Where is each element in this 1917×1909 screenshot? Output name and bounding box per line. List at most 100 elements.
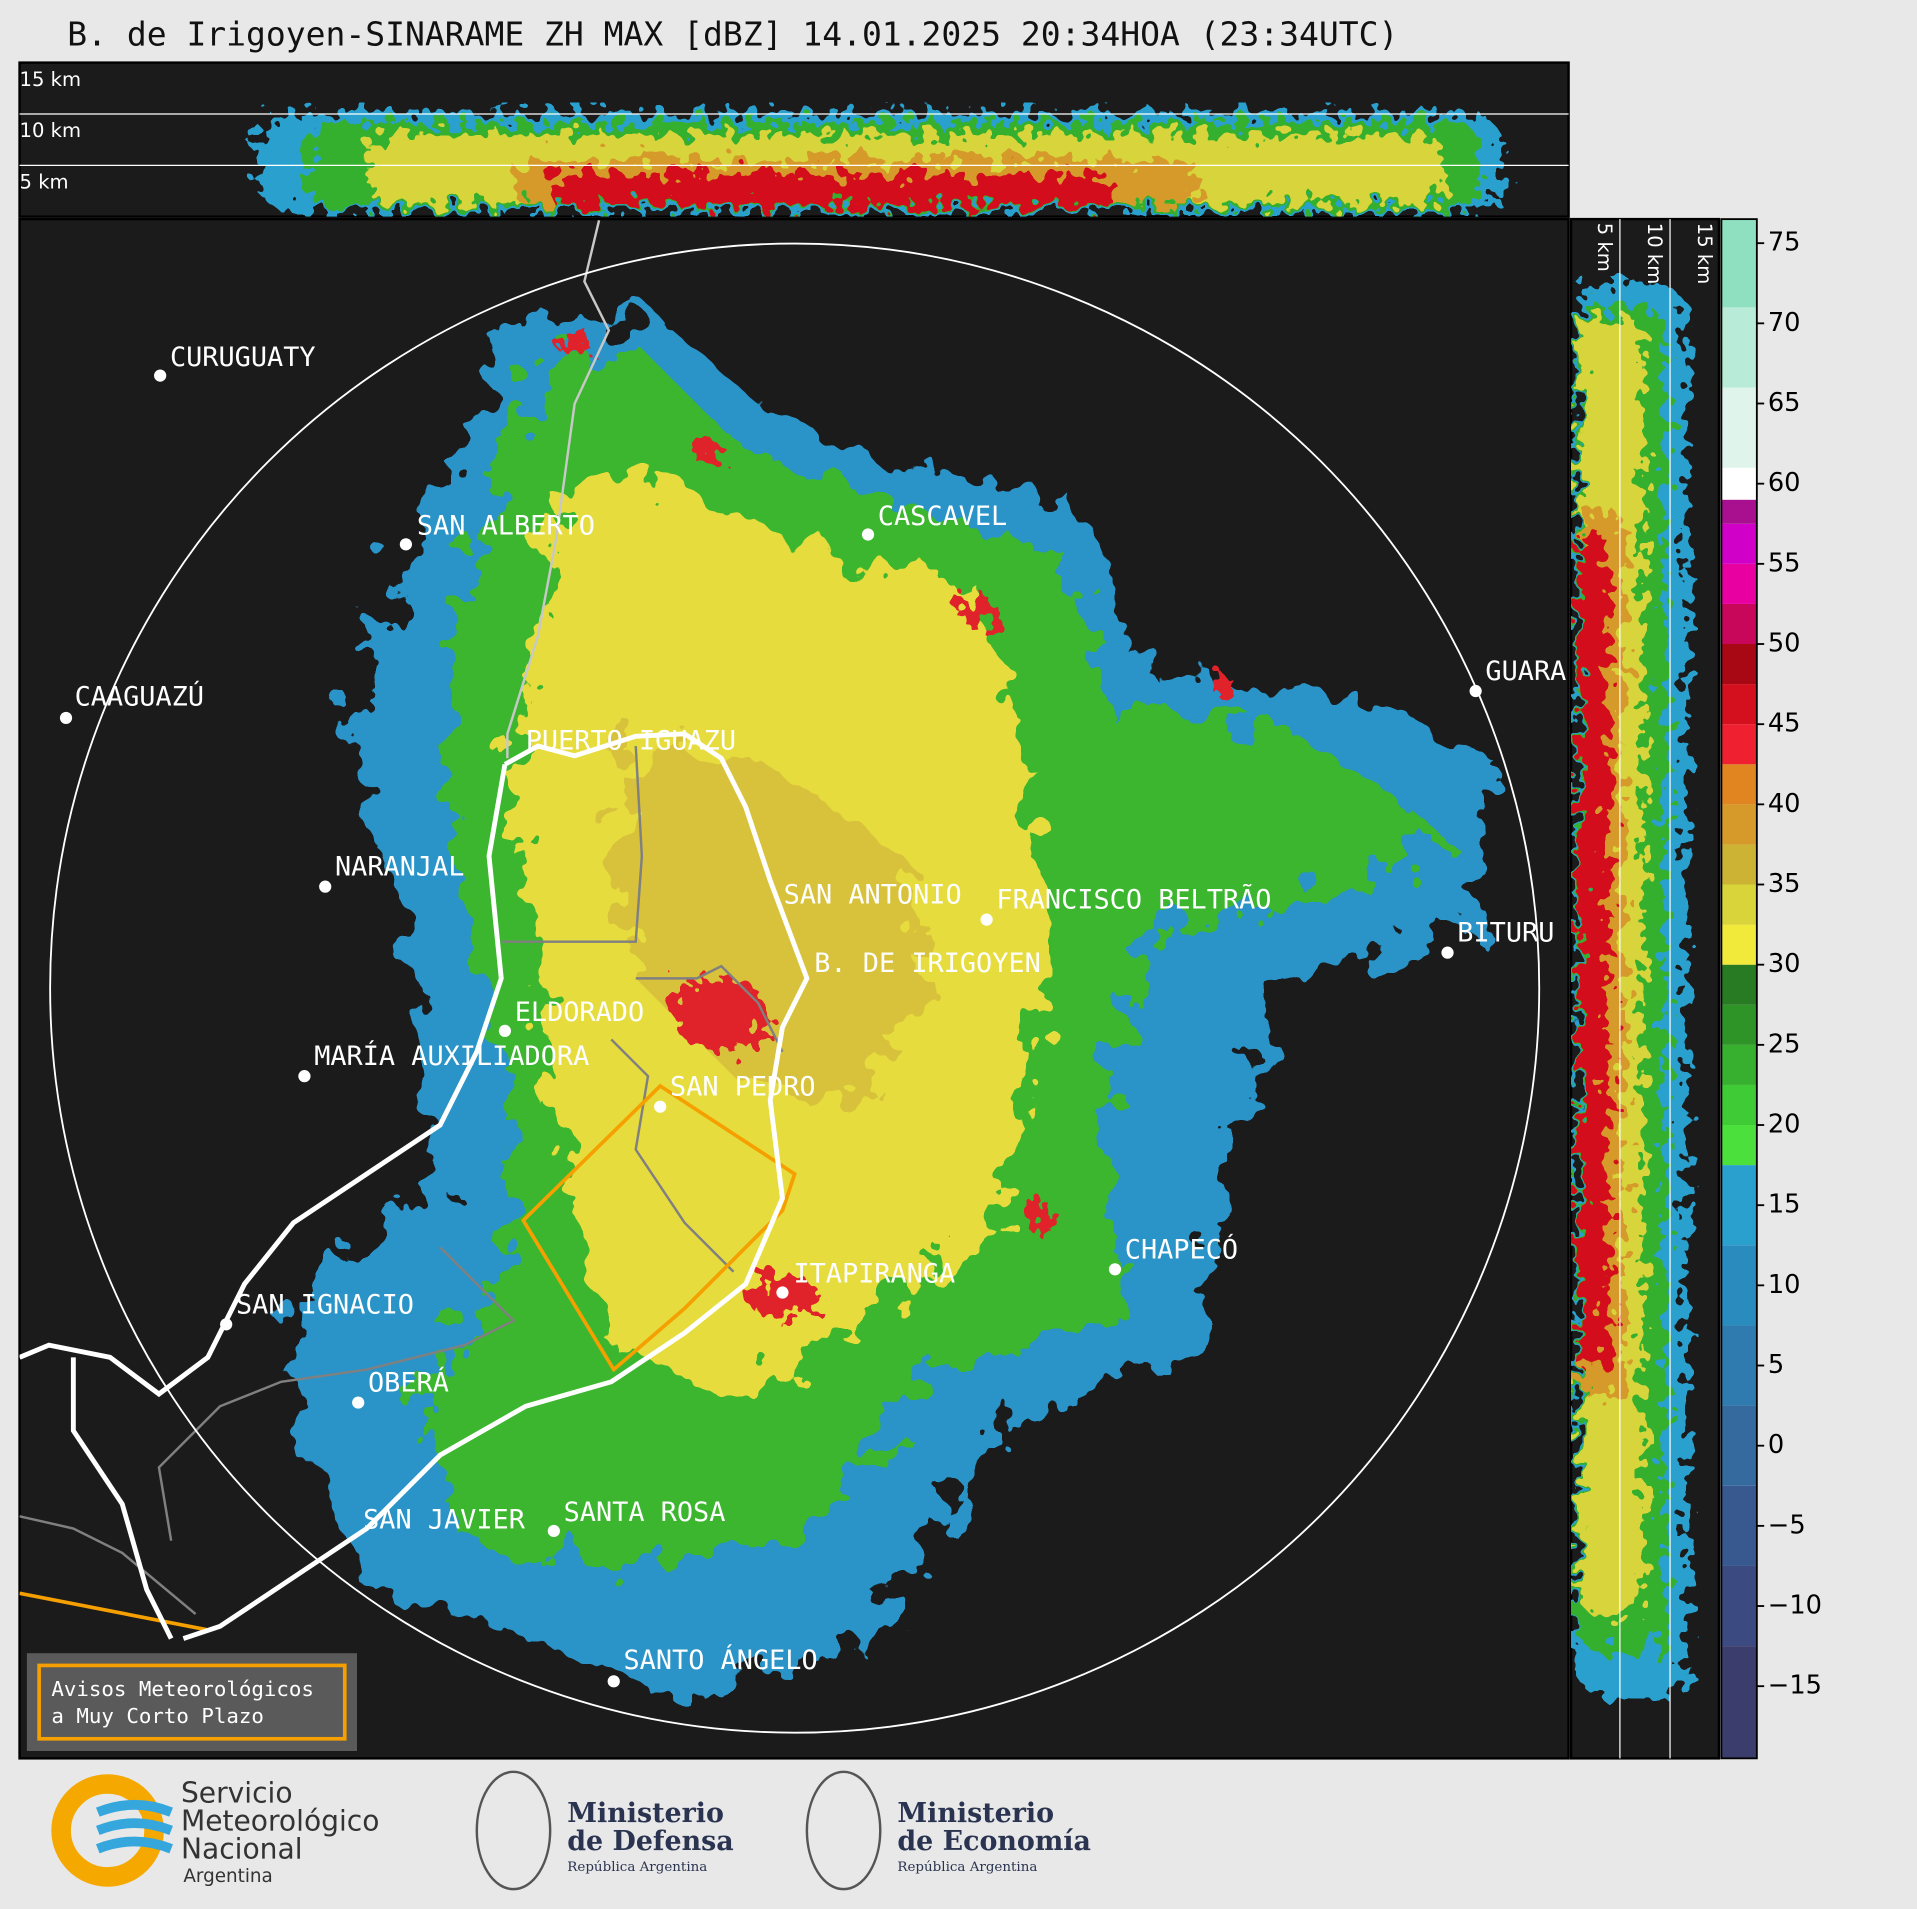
colorbar-band xyxy=(1721,684,1757,725)
city-dot xyxy=(220,1318,233,1331)
colorbar-band xyxy=(1721,603,1757,645)
colorbar-band xyxy=(1721,1646,1757,1759)
colorbar-tick-label: 45 xyxy=(1768,709,1801,739)
radar-echo xyxy=(281,318,1492,1700)
city-dot xyxy=(607,1675,620,1688)
colorbar-tick-label: 5 xyxy=(1768,1350,1784,1380)
city-dot xyxy=(498,1024,512,1038)
colorbar-band xyxy=(1721,307,1757,388)
colorbar-tick-label: 15 xyxy=(1768,1190,1801,1220)
colorbar-tick-label: 0 xyxy=(1768,1430,1784,1460)
city-label: PUERTO IGUAZU xyxy=(526,726,736,757)
city-label: SANTA ROSA xyxy=(564,1497,726,1528)
colorbar-tick-label: 60 xyxy=(1768,468,1801,498)
city-dot xyxy=(1469,684,1482,698)
colorbar-tick-label: 10 xyxy=(1768,1270,1801,1300)
logo-text: Nacional xyxy=(181,1833,303,1866)
city-dot xyxy=(319,880,332,893)
colorbar-band xyxy=(1721,1245,1757,1326)
logo-text: Servicio xyxy=(181,1776,293,1809)
colorbar-band xyxy=(1721,924,1757,965)
colorbar-band xyxy=(1721,523,1757,564)
city-label: OBERÁ xyxy=(368,1367,449,1399)
top-echo xyxy=(256,112,1504,214)
colorbar-tick-label: −5 xyxy=(1768,1510,1806,1540)
colorbar-band xyxy=(1721,1125,1757,1166)
colorbar-band xyxy=(1721,1044,1757,1085)
city-dot xyxy=(547,1524,560,1538)
logo-text: Meteorológico xyxy=(181,1804,380,1837)
colorbar-tick-label: −15 xyxy=(1768,1671,1822,1701)
colorbar-frame xyxy=(1720,218,1758,1760)
city-dot xyxy=(861,528,875,541)
colorbar-band xyxy=(1721,1004,1757,1045)
logo-text: de Defensa xyxy=(567,1826,733,1857)
colorbar-band xyxy=(1721,724,1757,765)
height-label: 5 km xyxy=(20,171,69,194)
colorbar-tick-label: 70 xyxy=(1768,308,1801,338)
city-label: SAN ANTONIO xyxy=(784,880,962,911)
height-label: 5 km xyxy=(1593,223,1616,272)
city-label: CASCAVEL xyxy=(878,501,1007,532)
city-dot xyxy=(298,1070,311,1083)
smn-logo: Servicio Meteorológico Nacional Argentin… xyxy=(51,1774,380,1887)
legend-text: a Muy Corto Plazo xyxy=(51,1704,264,1728)
colorbar-tick-label: −10 xyxy=(1768,1591,1822,1621)
colorbar-band xyxy=(1721,1405,1757,1486)
city-label: SAN IGNACIO xyxy=(236,1289,414,1320)
colorbar-band xyxy=(1721,387,1757,468)
logo-text: Ministerio xyxy=(567,1798,724,1829)
colorbar-tick-label: 65 xyxy=(1768,388,1801,418)
colorbar-tick-label: 25 xyxy=(1768,1029,1801,1059)
colorbar-band xyxy=(1721,499,1757,524)
colorbar-band xyxy=(1721,467,1757,500)
city-label: SAN PEDRO xyxy=(670,1072,816,1103)
colorbar-tick-label: 55 xyxy=(1768,548,1801,578)
city-dot xyxy=(776,1286,789,1299)
borders xyxy=(19,220,810,1641)
colorbar-tick-label: 30 xyxy=(1768,949,1801,979)
city-label: CAAGUAZÚ xyxy=(75,681,204,713)
economia-logo: Ministerio de Economía República Argenti… xyxy=(805,1770,1091,1891)
cities: CURUGUATY SAN ALBERTO CASCAVEL CAAGUAZÚ GUAR… xyxy=(59,342,1566,1688)
colorbar-band xyxy=(1721,804,1757,845)
logo-text: Argentina xyxy=(183,1866,272,1887)
city-label: FRANCISCO BELTRÃO xyxy=(996,884,1271,916)
city-label: CHAPECÓ xyxy=(1125,1233,1238,1265)
city-label: CURUGUATY xyxy=(170,342,316,373)
colorbar-band xyxy=(1721,1485,1757,1566)
height-label: 15 km xyxy=(20,68,81,91)
city-dot xyxy=(399,538,413,551)
colorbar-tick-label: 35 xyxy=(1768,869,1801,899)
colorbar-band xyxy=(1721,964,1757,1005)
colorbar-band xyxy=(1721,644,1757,685)
height-label: 15 km xyxy=(1693,223,1716,284)
city-dot xyxy=(154,369,167,382)
logo-text: República Argentina xyxy=(567,1860,707,1875)
colorbar-band xyxy=(1721,1565,1757,1647)
colorbar-band xyxy=(1721,563,1757,604)
city-label: SAN JAVIER xyxy=(363,1504,526,1535)
city-dot xyxy=(59,711,73,725)
city-dot xyxy=(352,1396,365,1409)
colorbar-band xyxy=(1721,1325,1757,1406)
colorbar-tick-label: 40 xyxy=(1768,789,1801,819)
city-label: MARÍA AUXILIADORA xyxy=(314,1040,589,1072)
city-label: ELDORADO xyxy=(515,997,644,1028)
logo-text: Ministerio xyxy=(897,1798,1054,1829)
colorbar-band xyxy=(1721,844,1757,885)
city-label: NARANJAL xyxy=(335,852,464,883)
city-dot xyxy=(980,913,993,926)
city-dot xyxy=(1441,946,1454,959)
city-label: BITURU xyxy=(1457,918,1554,949)
range-ring xyxy=(49,242,1541,1734)
legend-box xyxy=(26,1653,357,1752)
height-label: 10 km xyxy=(20,119,81,142)
city-label: SAN ALBERTO xyxy=(417,511,595,542)
colorbar-band xyxy=(1721,764,1757,805)
logo-text: de Economía xyxy=(897,1826,1091,1857)
city-dot xyxy=(1108,1263,1122,1276)
colorbar-tick-label: 20 xyxy=(1768,1110,1801,1140)
